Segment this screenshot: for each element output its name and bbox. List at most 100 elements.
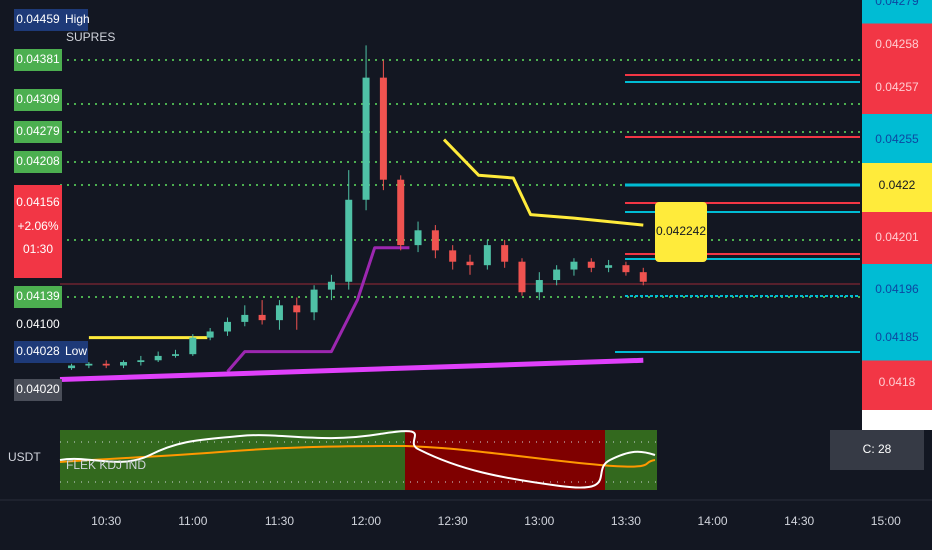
candle-body <box>102 363 110 366</box>
x-tick-label: 13:30 <box>611 514 641 528</box>
price-badge-label: 0.04381 <box>16 52 60 66</box>
price-badge-label: 0.04139 <box>16 289 60 303</box>
price-badge-label: 0.04156 <box>16 195 60 209</box>
counter-box <box>830 430 924 470</box>
panel-zone <box>60 430 405 490</box>
callout-box <box>655 202 707 262</box>
candle-body <box>154 355 162 361</box>
candle-body <box>570 261 578 270</box>
high-box <box>62 9 88 31</box>
x-tick-label: 10:30 <box>91 514 121 528</box>
price-badge <box>14 379 62 401</box>
candle-body <box>275 305 283 321</box>
currency-label: USDT <box>8 450 41 464</box>
candle-body <box>535 280 543 293</box>
candle-body <box>553 269 561 281</box>
x-tick-label: 12:30 <box>438 514 468 528</box>
axis-badge <box>862 212 932 264</box>
candle-body <box>310 289 318 313</box>
x-tick-label: 12:00 <box>351 514 381 528</box>
candle-body <box>483 245 491 266</box>
candle-body <box>68 365 76 369</box>
candle-body <box>449 250 457 262</box>
countdown: 01:30 <box>23 242 53 256</box>
high-label: High <box>65 12 90 26</box>
plot <box>59 45 647 382</box>
price-badge-label: 0.04459 <box>16 12 60 26</box>
candle-body <box>639 272 647 282</box>
candle-body <box>414 230 422 246</box>
overlay-line <box>226 246 410 373</box>
axis-badge <box>862 66 932 114</box>
indicator-label: SUPRES <box>66 30 115 44</box>
price-change: +2.06% <box>17 219 58 233</box>
price-badge <box>14 89 62 111</box>
price-badge <box>14 185 62 278</box>
candle-body <box>85 363 93 366</box>
candle-body <box>258 314 266 321</box>
panel-zone <box>605 430 657 490</box>
price-badge-label: 0.04100 <box>16 317 60 331</box>
price-badge <box>14 286 62 308</box>
price-badge-label: 0.04028 <box>16 344 60 358</box>
candle-body <box>327 281 335 290</box>
candle-body <box>206 331 214 338</box>
axis-badge <box>862 314 932 361</box>
candle-body <box>518 261 526 293</box>
candle-body <box>345 199 353 282</box>
candle-body <box>622 265 630 273</box>
price-badges: 0.04459 0.04381 0.04309 0.04279 0.04208 0.041… <box>14 0 932 430</box>
candle-body <box>587 261 595 268</box>
panel-line <box>59 444 656 468</box>
candle-body <box>501 245 509 262</box>
candle-body <box>137 360 145 363</box>
price-badge-label: 0.04279 <box>16 124 60 138</box>
axis-badge-label: 0.04257 <box>875 80 919 94</box>
candle-body <box>171 354 179 356</box>
axis-badge <box>862 114 932 163</box>
price-badge-label: 0.04020 <box>16 382 60 396</box>
axis-badge-label: 0.04258 <box>875 37 919 51</box>
overlay-line <box>59 357 644 382</box>
price-badge <box>14 49 62 71</box>
candle-body <box>605 265 613 268</box>
x-tick-label: 15:00 <box>871 514 901 528</box>
level-lines <box>60 59 860 353</box>
indicator-panel: FLEK KDJ IND <box>59 430 657 490</box>
low-label: Low <box>65 344 87 358</box>
price-badge <box>14 9 62 31</box>
price-badge-label: 0.04309 <box>16 92 60 106</box>
axis-badge-label: 0.04279 <box>875 0 919 8</box>
candle-body <box>241 314 249 322</box>
candle-body <box>431 230 439 251</box>
candle-body <box>379 77 387 180</box>
axis-badge <box>862 23 932 67</box>
x-tick-label: 11:00 <box>178 514 207 528</box>
axis-badge <box>862 0 932 24</box>
counter-label: C: 28 <box>863 442 892 456</box>
overlay-line <box>88 138 644 340</box>
candle-body <box>293 305 301 313</box>
axis-badge <box>862 410 932 430</box>
candle-body <box>120 362 128 366</box>
axis-badge-label: 0.0418 <box>879 375 916 389</box>
x-tick-label: 14:00 <box>698 514 728 528</box>
callout-label: 0.042242 <box>656 224 706 238</box>
x-tick-label: 11:30 <box>265 514 294 528</box>
x-tick-label: 14:30 <box>784 514 814 528</box>
price-badge <box>14 341 62 363</box>
candle-body <box>362 77 370 200</box>
candle-body <box>189 337 197 355</box>
candle-body <box>397 179 405 246</box>
low-box <box>62 341 88 363</box>
x-tick-label: 13:00 <box>524 514 554 528</box>
candle-body <box>223 321 231 332</box>
axis-badge <box>862 360 932 410</box>
panel-line <box>59 430 656 489</box>
price-badge-label: 0.04208 <box>16 154 60 168</box>
price-badge <box>14 121 62 143</box>
axis-badge <box>862 163 932 212</box>
indicator-label: FLEK KDJ IND <box>66 458 146 472</box>
axis-badge-label: 0.04255 <box>875 132 919 146</box>
